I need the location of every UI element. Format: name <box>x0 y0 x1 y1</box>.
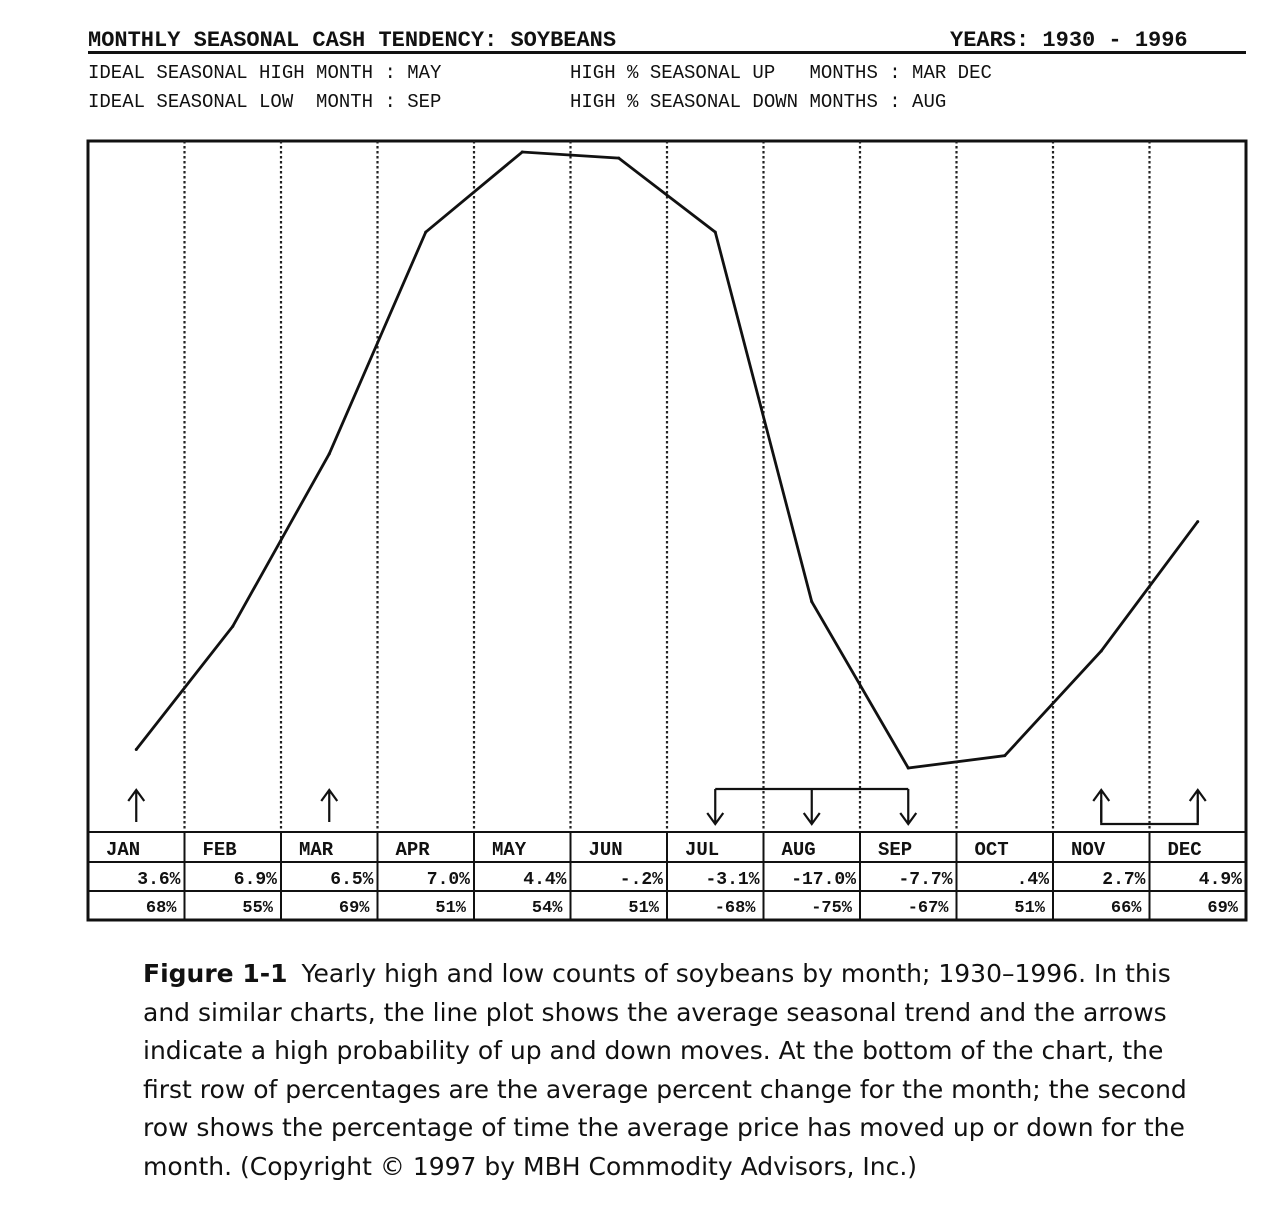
avg-change-jul: -3.1% <box>705 870 759 890</box>
month-label-dec: DEC <box>1168 839 1202 861</box>
figure-caption: Figure 1-1 Yearly high and low counts of … <box>143 955 1193 1187</box>
month-label-jun: JUN <box>589 839 623 861</box>
trend-point-oct <box>1003 754 1007 758</box>
avg-change-may: 4.4% <box>523 870 566 890</box>
trend-point-jun <box>617 156 621 160</box>
month-label-oct: OCT <box>975 839 1009 861</box>
down-arrow-shape <box>802 789 821 826</box>
ideal-low-month: IDEAL SEASONAL LOW MONTH : SEP <box>88 91 442 113</box>
month-label-aug: AUG <box>782 839 816 861</box>
down-arrow-sep <box>899 789 918 826</box>
trend-point-feb <box>231 624 235 628</box>
seasonal-chart: JAN 3.6% 68% FEB 6.9% 55% MAR 6.5% 69% APR 7.0% 51%… <box>86 139 1248 922</box>
seasonal-trend-line <box>135 150 1199 770</box>
down-arrow-shape <box>899 789 918 826</box>
pct-time-dec: 69% <box>1207 899 1238 918</box>
pct-time-sep: -67% <box>908 899 950 918</box>
trend-point-aug <box>810 600 814 604</box>
month-label-may: MAY <box>492 839 527 861</box>
month-label-apr: APR <box>396 839 431 861</box>
up-arrow-shape <box>320 788 339 822</box>
pct-time-oct: 51% <box>1014 899 1045 918</box>
avg-change-aug: -17.0% <box>791 870 856 890</box>
up-arrow-mar <box>320 788 339 822</box>
avg-change-sep: -7.7% <box>898 870 952 890</box>
month-label-nov: NOV <box>1071 839 1106 861</box>
up-arrow-shape <box>127 788 146 822</box>
pct-time-jul: -68% <box>715 899 757 918</box>
down-arrow-jul <box>706 789 725 826</box>
trend-point-mar <box>327 452 331 456</box>
pct-time-jan: 68% <box>146 899 177 918</box>
pct-time-jun: 51% <box>628 899 659 918</box>
month-label-feb: FEB <box>203 839 237 861</box>
pct-time-apr: 51% <box>435 899 466 918</box>
ideal-high-month: IDEAL SEASONAL HIGH MONTH : MAY <box>88 62 442 84</box>
avg-change-apr: 7.0% <box>427 870 470 890</box>
title-underline <box>88 51 1246 54</box>
down-arrow-shape <box>706 789 725 826</box>
month-label-mar: MAR <box>299 839 334 861</box>
up-arrow-jan <box>127 788 146 822</box>
avg-change-jan: 3.6% <box>137 870 180 890</box>
avg-change-feb: 6.9% <box>234 870 277 890</box>
down-arrow-aug <box>802 789 821 826</box>
avg-change-jun: -.2% <box>620 870 663 890</box>
trend-point-may <box>520 150 524 154</box>
high-down-months: HIGH % SEASONAL DOWN MONTHS : AUG <box>570 91 947 113</box>
avg-change-mar: 6.5% <box>330 870 373 890</box>
avg-change-nov: 2.7% <box>1102 870 1145 890</box>
trend-point-nov <box>1099 649 1103 653</box>
trend-point-sep <box>906 766 910 770</box>
pct-time-may: 54% <box>532 899 563 918</box>
up-arrow-bracket <box>1100 800 1199 826</box>
trend-point-dec <box>1196 520 1200 524</box>
pct-time-aug: -75% <box>811 899 853 918</box>
trend-point-apr <box>424 230 428 234</box>
month-label-jul: JUL <box>685 839 719 861</box>
month-label-jan: JAN <box>106 839 140 861</box>
pct-time-nov: 66% <box>1111 899 1142 918</box>
caption-text: Yearly high and low counts of soybeans b… <box>143 959 1187 1181</box>
trend-point-jul <box>713 230 717 234</box>
pct-time-mar: 69% <box>339 899 370 918</box>
trend-point-jan <box>134 748 138 752</box>
avg-change-oct: .4% <box>1017 870 1050 890</box>
years-range: YEARS: 1930 - 1996 <box>950 28 1188 53</box>
caption-label: Figure 1-1 <box>143 959 288 988</box>
high-up-months: HIGH % SEASONAL UP MONTHS : MAR DEC <box>570 62 992 84</box>
pct-time-feb: 55% <box>242 899 273 918</box>
avg-change-dec: 4.9% <box>1199 870 1242 890</box>
chart-title: MONTHLY SEASONAL CASH TENDENCY: SOYBEANS <box>88 28 617 53</box>
month-label-sep: SEP <box>878 839 912 861</box>
